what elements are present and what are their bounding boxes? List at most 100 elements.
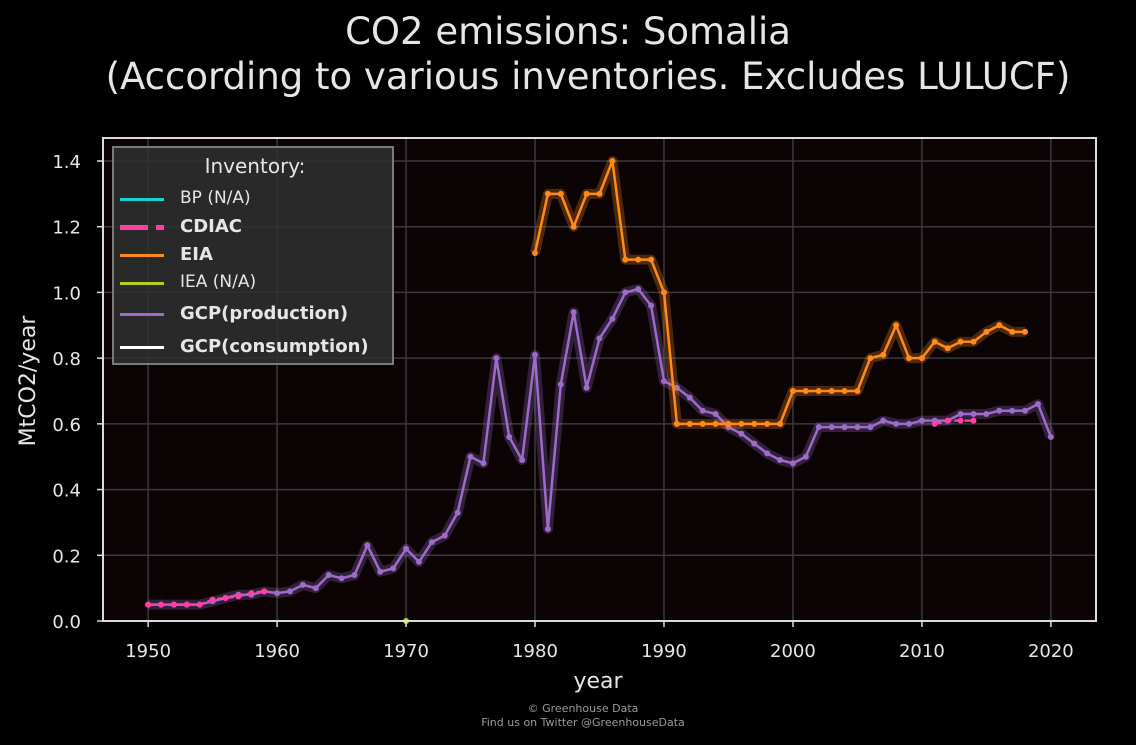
data-point-eia: [828, 388, 835, 394]
data-point-gcp-production: [712, 411, 719, 417]
data-point-gcp-production: [777, 457, 784, 463]
x-tick-label: 1950: [125, 641, 171, 662]
data-point-eia: [557, 190, 564, 197]
data-point-gcp-production: [390, 565, 397, 572]
legend-label-bp: BP (N/A): [180, 188, 251, 208]
data-point-cdiac: [222, 595, 229, 601]
data-point-eia: [764, 420, 771, 427]
data-point-gcp-production: [415, 558, 422, 565]
data-point-cdiac: [235, 593, 242, 600]
data-point-eia: [815, 388, 822, 394]
data-point-gcp-production: [274, 590, 281, 597]
data-point-gcp-production: [506, 434, 513, 440]
legend-item-eia: EIA: [120, 240, 390, 270]
data-point-gcp-production: [570, 309, 577, 316]
legend-label-gcp-production: GCP(production): [180, 303, 349, 324]
data-point-eia: [699, 420, 706, 427]
data-point-gcp-production: [648, 302, 655, 309]
data-point-eia: [712, 420, 719, 427]
data-point-eia: [686, 420, 693, 427]
data-point-cdiac: [944, 417, 951, 424]
data-point-eia: [957, 338, 964, 345]
data-point-gcp-production: [338, 575, 345, 582]
data-point-gcp-production: [893, 420, 900, 427]
data-point-eia: [906, 355, 913, 362]
data-point-gcp-production: [596, 335, 603, 342]
data-point-gcp-production: [828, 424, 835, 431]
legend-swatch-iea: [120, 282, 164, 285]
data-point-gcp-production: [519, 457, 526, 463]
y-tick-label: 0.6: [52, 415, 81, 436]
data-point-eia: [867, 355, 874, 362]
data-point-gcp-production: [970, 411, 977, 417]
data-point-eia: [673, 420, 680, 427]
data-point-eia: [596, 190, 603, 197]
data-point-gcp-production: [312, 585, 319, 592]
legend-title: Inventory:: [204, 154, 306, 178]
data-point-gcp-production: [764, 450, 771, 457]
data-point-gcp-production: [906, 420, 913, 427]
data-point-gcp-production: [1047, 434, 1054, 440]
data-point-gcp-production: [802, 453, 809, 460]
data-point-cdiac: [970, 417, 977, 424]
x-tick-label: 1970: [383, 641, 429, 662]
x-tick-label: 2020: [1028, 641, 1074, 662]
data-point-eia: [622, 256, 629, 263]
data-point-gcp-production: [299, 581, 306, 588]
data-point-eia: [802, 388, 809, 394]
data-point-gcp-production: [1034, 401, 1041, 408]
data-point-cdiac: [209, 596, 216, 603]
data-point-eia: [725, 420, 732, 427]
data-point-gcp-production: [789, 460, 796, 467]
legend-label-gcp-consumption: GCP(consumption): [180, 336, 369, 357]
data-point-gcp-production: [493, 355, 500, 362]
legend-label-cdiac: CDIAC: [180, 216, 242, 237]
x-axis-label: year: [573, 669, 623, 694]
data-point-gcp-production: [996, 407, 1003, 414]
x-tick-label: 1990: [641, 641, 687, 662]
plot-frame: [102, 137, 1097, 622]
legend-label-eia: EIA: [180, 244, 213, 265]
data-point-cdiac: [931, 420, 938, 427]
data-point-eia: [944, 345, 951, 352]
data-point-gcp-production: [544, 526, 551, 532]
legend-swatch-eia: [120, 254, 164, 257]
data-point-gcp-production: [867, 424, 874, 431]
data-point-gcp-production: [622, 289, 629, 296]
y-tick-label: 0.4: [52, 481, 81, 502]
data-point-cdiac: [261, 588, 268, 595]
y-tick-label: 0.2: [52, 546, 81, 567]
y-tick-label: 0.0: [52, 612, 81, 633]
data-point-gcp-production: [841, 424, 848, 431]
data-point-gcp-production: [738, 430, 745, 437]
chart-title-line1: CO2 emissions: Somalia: [345, 10, 791, 53]
data-point-gcp-production: [286, 588, 293, 595]
x-tick-label: 1960: [254, 641, 300, 662]
data-point-gcp-production: [532, 351, 539, 358]
data-point-eia: [789, 388, 796, 394]
data-point-eia: [570, 223, 577, 230]
data-point-eia: [751, 420, 758, 427]
data-point-eia: [532, 250, 539, 256]
data-point-eia: [660, 289, 667, 296]
data-point-eia: [854, 388, 861, 394]
data-point-cdiac: [145, 601, 152, 608]
data-point-gcp-production: [815, 424, 822, 431]
credit-line1: © Greenhouse Data: [527, 702, 639, 715]
data-point-gcp-production: [325, 572, 332, 578]
data-point-gcp-production: [660, 378, 667, 385]
data-point-gcp-production: [751, 440, 758, 447]
legend-item-gcp-production: GCP(production): [120, 299, 390, 329]
series-layer: [145, 156, 1056, 624]
data-point-gcp-production: [880, 417, 887, 424]
data-point-gcp-production: [673, 384, 680, 391]
y-tick-label: 1.4: [52, 152, 81, 173]
data-point-eia: [983, 328, 990, 335]
data-point-gcp-production: [480, 460, 487, 467]
y-ticks: 0.0 0.2 0.4 0.6 0.8 1.0 1.2 1.4: [52, 152, 103, 633]
data-point-gcp-production: [454, 509, 461, 516]
credit-line2: Find us on Twitter @GreenhouseData: [481, 716, 685, 729]
data-point-eia: [996, 322, 1003, 329]
data-point-gcp-production: [699, 407, 706, 414]
